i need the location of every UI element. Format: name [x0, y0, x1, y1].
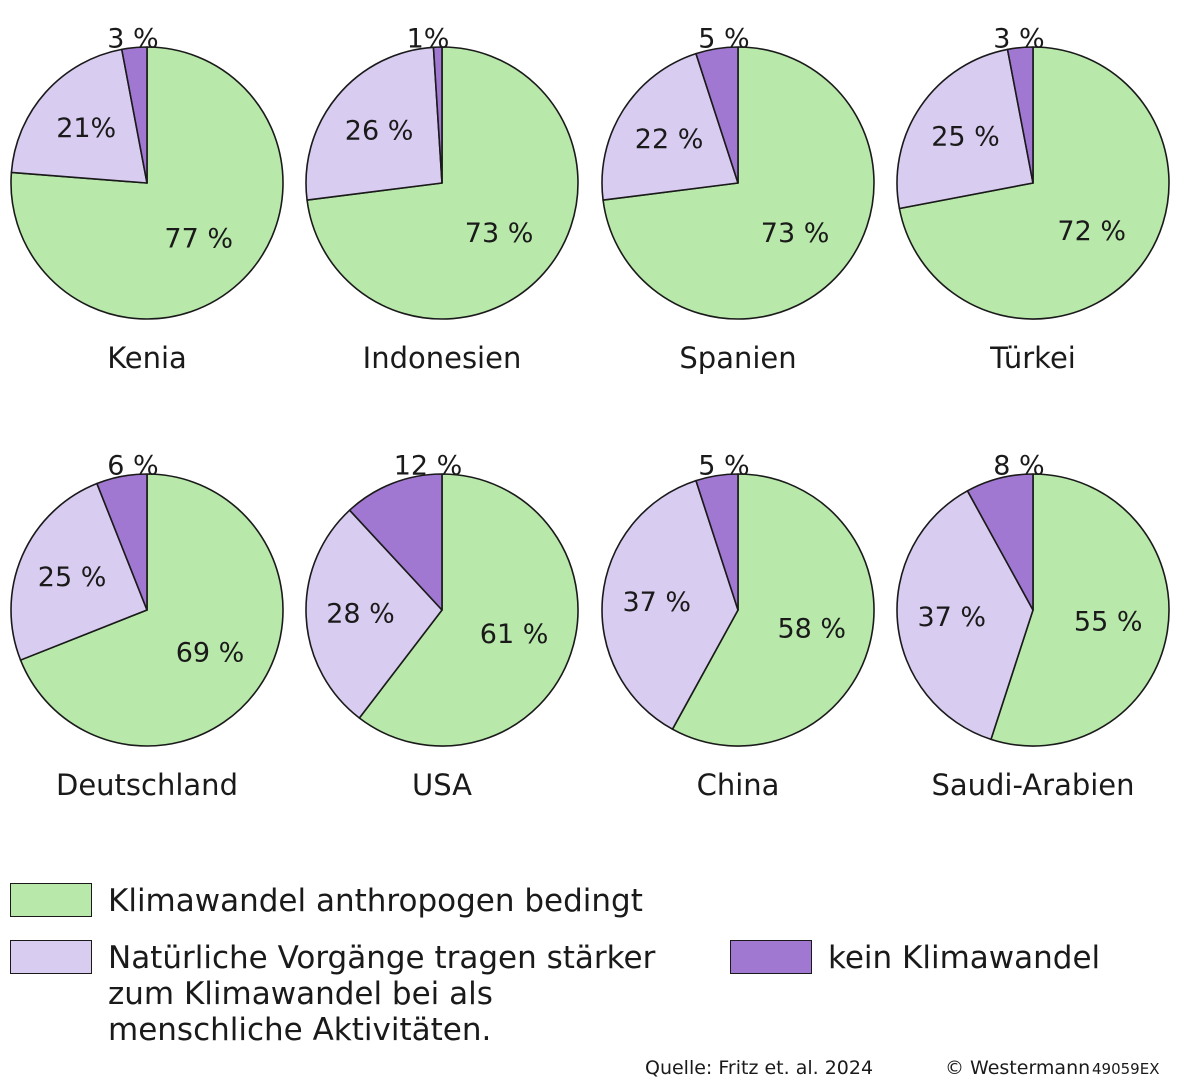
copyright-note: © Westermann: [945, 1057, 1091, 1079]
legend-item-none: kein Klimawandel: [730, 940, 1100, 976]
slice-anthropogenic: [898, 46, 1170, 320]
label-none: 5 %: [698, 451, 749, 482]
label-natural: 21%: [56, 113, 116, 144]
slice-none: [1006, 46, 1034, 184]
country-label: Türkei: [989, 341, 1076, 375]
pie-chart-usa: 61 % 28 % 12 % USA: [305, 451, 579, 802]
slice-natural: [10, 48, 148, 184]
country-label: China: [697, 768, 780, 802]
label-natural: 28 %: [326, 598, 395, 629]
slice-anthropogenic: [19, 473, 284, 747]
source-note: Quelle: Fritz et. al. 2024: [645, 1057, 874, 1079]
slice-anthropogenic: [358, 473, 579, 747]
slice-none: [96, 473, 148, 611]
legend-swatch-none: [730, 940, 812, 974]
label-natural: 37 %: [917, 602, 986, 633]
label-anthropogenic: 73 %: [761, 218, 830, 249]
legend-item-anthropogenic: Klimawandel anthropogen bedingt: [10, 883, 643, 919]
pie-chart-china: 58 % 37 % 5 % China: [601, 451, 875, 802]
pie-chart-deutschland: 69 % 25 % 6 % Deutschland: [10, 451, 284, 802]
label-anthropogenic: 69 %: [176, 637, 245, 668]
slice-none: [695, 473, 739, 611]
legend-label-none: kein Klimawandel: [828, 940, 1101, 976]
slice-natural: [10, 482, 148, 661]
country-label: Kenia: [107, 341, 187, 375]
slice-natural: [305, 46, 443, 201]
pie-chart-türkei: 72 % 25 % 3 % Türkei: [896, 24, 1170, 375]
legend-label-natural: Natürliche Vorgänge tragen stärker zum K…: [108, 940, 656, 1048]
slice-natural: [305, 509, 443, 719]
label-natural: 25 %: [38, 562, 107, 593]
slice-none: [695, 46, 739, 184]
pie-chart-indonesien: 73 % 26 % 1% Indonesien: [305, 24, 579, 375]
slice-natural: [601, 479, 739, 730]
label-natural: 25 %: [931, 122, 1000, 153]
label-none: 3 %: [107, 24, 158, 55]
label-none: 12 %: [394, 451, 463, 482]
pie-chart-saudi-arabien: 55 % 37 % 8 % Saudi-Arabien: [896, 451, 1170, 802]
pie-chart-kenia: 77 % 21% 3 % Kenia: [10, 24, 284, 375]
slice-anthropogenic: [671, 473, 875, 747]
legend-label-anthropogenic: Klimawandel anthropogen bedingt: [108, 883, 643, 919]
label-anthropogenic: 77 %: [164, 223, 233, 254]
slice-natural: [601, 52, 739, 201]
pie-chart-spanien: 73 % 22 % 5 % Spanien: [601, 24, 875, 375]
country-label: USA: [412, 768, 472, 802]
slice-anthropogenic: [990, 473, 1170, 747]
country-label: Indonesien: [363, 341, 522, 375]
country-label: Spanien: [679, 341, 796, 375]
label-anthropogenic: 58 %: [777, 613, 846, 644]
country-label: Deutschland: [56, 768, 238, 802]
label-none: 5 %: [698, 24, 749, 55]
label-anthropogenic: 72 %: [1057, 216, 1126, 247]
pie-charts-svg: 77 % 21% 3 % Kenia 73 % 26 % 1% Indonesien 73 % 2…: [10, 24, 1170, 802]
label-natural: 26 %: [345, 116, 414, 147]
slice-none: [432, 46, 443, 184]
slice-none: [966, 473, 1034, 611]
slice-none: [120, 46, 148, 184]
label-natural: 37 %: [622, 587, 691, 618]
label-none: 1%: [407, 24, 450, 55]
legend-item-natural: Natürliche Vorgänge tragen stärker zum K…: [10, 940, 655, 1048]
label-anthropogenic: 73 %: [465, 218, 534, 249]
slice-natural: [896, 490, 1034, 741]
pie-charts-grid: 77 % 21% 3 % Kenia 73 % 26 % 1% Indonesien 73 % 2…: [10, 24, 1170, 802]
slice-anthropogenic: [10, 46, 284, 320]
legend-swatch-anthropogenic: [10, 883, 92, 917]
slice-none: [348, 473, 443, 611]
label-none: 3 %: [993, 24, 1044, 55]
legend-swatch-natural: [10, 940, 92, 974]
slice-natural: [896, 48, 1034, 210]
label-anthropogenic: 61 %: [480, 619, 549, 650]
country-label: Saudi-Arabien: [931, 768, 1134, 802]
image-code: 49059EX: [1092, 1060, 1160, 1078]
label-natural: 22 %: [635, 124, 704, 155]
label-none: 8 %: [993, 451, 1044, 482]
label-none: 6 %: [107, 451, 158, 482]
label-anthropogenic: 55 %: [1074, 606, 1143, 637]
